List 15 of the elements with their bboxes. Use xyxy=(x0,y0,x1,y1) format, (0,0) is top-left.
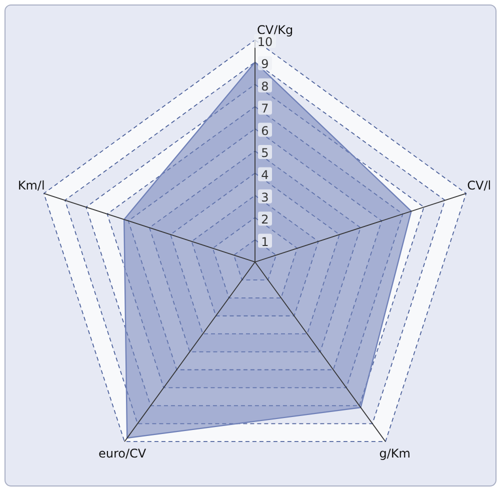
y-tick-label: 2 xyxy=(261,212,269,227)
y-tick-label: 8 xyxy=(261,79,269,94)
y-tick-label: 1 xyxy=(261,234,269,249)
y-tick-label: 7 xyxy=(261,102,269,116)
spoke-label: euro/CV xyxy=(98,446,147,461)
spoke-label: g/Km xyxy=(379,446,410,461)
spoke-label: Km/l xyxy=(18,178,45,192)
spoke-label: CV/Kg xyxy=(257,23,294,37)
spoke-label: CV/l xyxy=(467,178,492,192)
y-tick-label: 10 xyxy=(257,35,273,49)
y-tick-label: 4 xyxy=(261,168,269,182)
y-tick-label: 3 xyxy=(261,190,269,204)
y-tick-label: 6 xyxy=(261,124,269,138)
y-tick-label: 5 xyxy=(261,146,269,160)
y-tick-label: 9 xyxy=(261,57,269,72)
